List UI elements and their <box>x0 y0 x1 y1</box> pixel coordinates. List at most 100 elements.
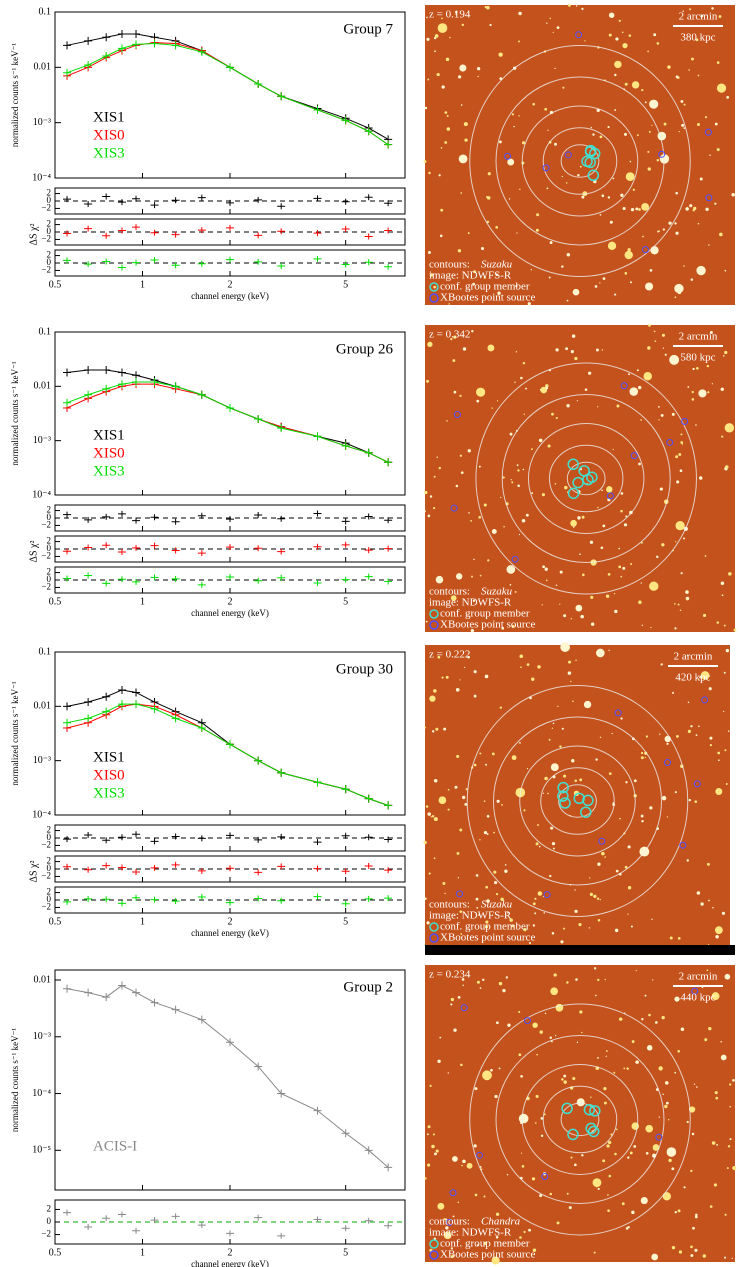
data-point <box>226 1038 234 1047</box>
star <box>427 251 431 255</box>
star <box>579 778 583 782</box>
star <box>433 817 438 822</box>
star <box>700 14 704 18</box>
star <box>448 303 450 305</box>
star <box>655 1021 658 1024</box>
star <box>724 423 735 433</box>
residual-point <box>254 836 263 843</box>
data-point <box>102 384 111 393</box>
star <box>566 253 571 257</box>
star <box>462 984 464 987</box>
star <box>532 902 536 906</box>
star <box>718 759 720 762</box>
star <box>658 230 660 232</box>
star <box>669 354 680 365</box>
star <box>447 808 450 811</box>
star <box>473 763 477 767</box>
star <box>726 95 730 99</box>
star <box>581 1154 584 1157</box>
star <box>622 43 628 49</box>
x-axis-label: channel energy (keV) <box>191 291 269 301</box>
group-member <box>587 1125 600 1138</box>
star <box>614 928 619 933</box>
star <box>447 788 450 791</box>
star <box>609 220 613 224</box>
star <box>441 17 443 20</box>
star <box>472 282 475 286</box>
group-member <box>580 806 592 818</box>
star <box>549 1036 552 1039</box>
star <box>501 804 503 806</box>
residual-point <box>171 861 180 868</box>
star <box>622 566 626 570</box>
star <box>429 1084 432 1087</box>
scale-label: 2 arcmin <box>679 331 718 343</box>
residual-point <box>254 512 263 519</box>
star <box>678 1250 683 1254</box>
point-symbol <box>429 933 439 943</box>
star <box>459 679 461 681</box>
star <box>468 512 470 514</box>
star <box>618 1017 623 1021</box>
star <box>563 927 566 930</box>
residual-point <box>254 258 263 265</box>
star <box>677 603 680 606</box>
star <box>592 133 595 136</box>
star <box>554 482 557 485</box>
star <box>607 573 611 576</box>
star <box>640 814 644 818</box>
residual-point <box>313 255 322 262</box>
star <box>525 513 529 517</box>
star <box>519 741 521 744</box>
point-symbol <box>429 620 439 630</box>
star <box>720 387 724 391</box>
star <box>502 988 506 993</box>
star <box>656 555 659 559</box>
star <box>444 111 448 114</box>
star <box>574 779 578 783</box>
star <box>649 268 653 272</box>
star <box>561 727 564 730</box>
star <box>681 123 685 127</box>
star <box>649 581 659 591</box>
star <box>721 594 724 597</box>
star <box>610 1133 613 1136</box>
star <box>715 934 719 939</box>
star <box>698 476 703 480</box>
residual-point <box>102 862 111 869</box>
residual-point <box>313 1216 322 1223</box>
star <box>427 78 430 81</box>
data-point <box>254 415 263 424</box>
star <box>441 676 444 679</box>
star <box>511 481 514 484</box>
star <box>518 1010 521 1013</box>
star <box>509 432 513 436</box>
residual-point <box>254 196 263 203</box>
scale-label: 2 arcmin <box>679 11 718 23</box>
instrument-label: Suzaku <box>481 586 513 598</box>
star <box>607 1209 610 1212</box>
star <box>600 546 604 550</box>
star <box>480 247 485 251</box>
star <box>652 979 654 981</box>
star <box>630 207 635 212</box>
star <box>596 897 600 900</box>
star <box>613 592 616 595</box>
star <box>716 83 727 93</box>
star <box>452 359 456 362</box>
y-tick-label: 0.1 <box>39 6 52 17</box>
data-point <box>364 794 373 803</box>
star <box>605 1055 607 1057</box>
star <box>616 404 620 408</box>
data-point <box>102 365 111 374</box>
star <box>536 213 540 217</box>
star <box>459 394 462 397</box>
star <box>476 387 486 397</box>
residual-point <box>197 867 206 874</box>
star <box>674 603 676 605</box>
residual-point <box>226 832 234 839</box>
data-point <box>226 403 234 412</box>
star <box>437 1059 441 1063</box>
data-point <box>84 988 93 997</box>
star <box>552 31 554 34</box>
